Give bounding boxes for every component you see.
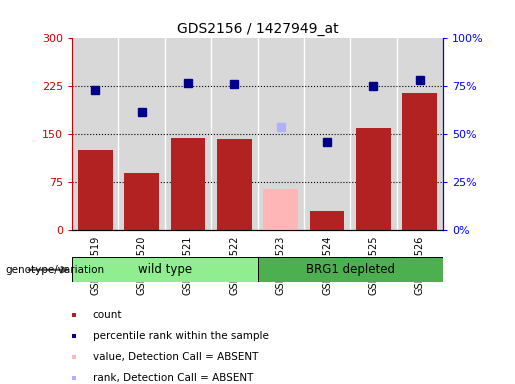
Text: value, Detection Call = ABSENT: value, Detection Call = ABSENT xyxy=(93,352,258,362)
Text: wild type: wild type xyxy=(138,263,192,276)
Text: rank, Detection Call = ABSENT: rank, Detection Call = ABSENT xyxy=(93,373,253,383)
Text: genotype/variation: genotype/variation xyxy=(5,265,104,275)
Bar xyxy=(356,128,391,230)
Bar xyxy=(350,38,397,230)
Bar xyxy=(217,139,252,230)
Bar xyxy=(72,38,118,230)
Bar xyxy=(170,137,205,230)
Bar xyxy=(124,173,159,230)
Bar xyxy=(72,257,258,282)
Bar xyxy=(263,189,298,230)
Bar xyxy=(258,257,443,282)
Bar xyxy=(258,38,304,230)
Bar xyxy=(304,38,350,230)
Title: GDS2156 / 1427949_at: GDS2156 / 1427949_at xyxy=(177,22,338,36)
Bar xyxy=(78,151,113,230)
Text: count: count xyxy=(93,310,122,320)
Bar xyxy=(310,211,345,230)
Bar xyxy=(211,38,258,230)
Text: BRG1 depleted: BRG1 depleted xyxy=(306,263,394,276)
Text: percentile rank within the sample: percentile rank within the sample xyxy=(93,331,269,341)
Bar xyxy=(165,38,211,230)
Bar xyxy=(402,93,437,230)
Bar xyxy=(397,38,443,230)
Bar xyxy=(118,38,165,230)
